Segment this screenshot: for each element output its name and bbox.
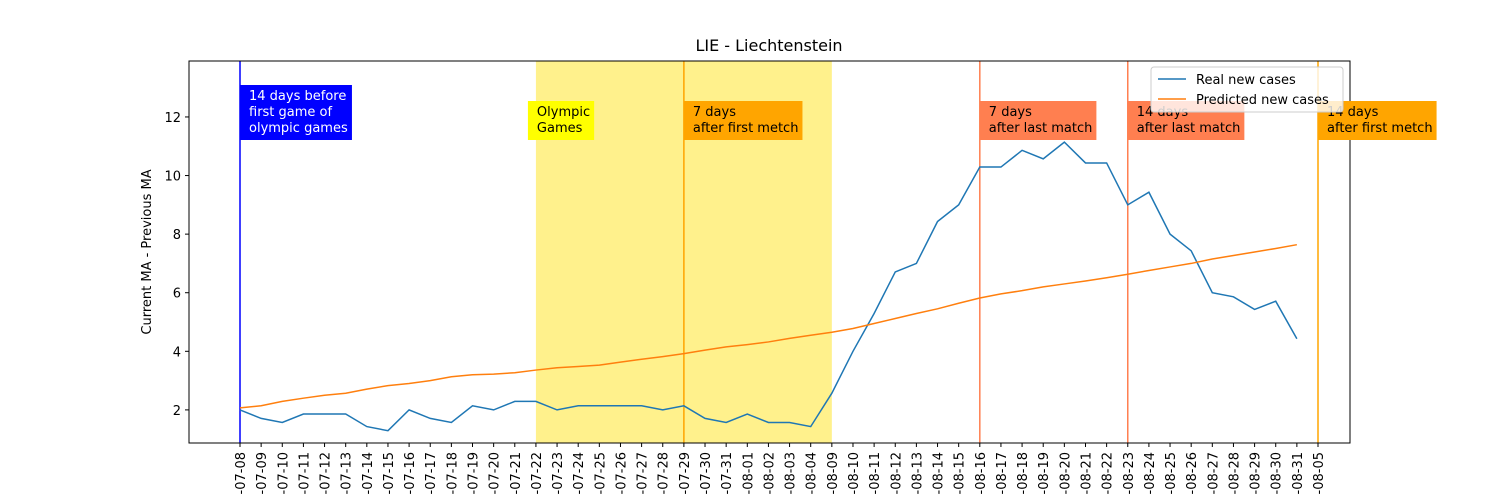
x-tick-label: -08-14 xyxy=(932,452,947,494)
x-tick-label: -08-19 xyxy=(1037,452,1052,494)
legend: Real new cases Predicted new cases xyxy=(1150,66,1344,113)
annotation-text: 7 days after last match xyxy=(989,105,1093,136)
x-tick-label: -07-22 xyxy=(530,452,545,494)
x-tick-label: -08-26 xyxy=(1185,452,1200,494)
x-tick-label: -07-30 xyxy=(699,452,714,494)
y-axis-label: Current MA - Previous MA xyxy=(140,169,155,334)
x-tick-label: -07-23 xyxy=(551,452,566,494)
x-tick-label: -08-28 xyxy=(1227,452,1242,494)
legend-label: Predicted new cases xyxy=(1196,93,1329,108)
x-tick-label: -08-02 xyxy=(762,452,777,494)
y-tick-label: 2 xyxy=(173,404,181,419)
x-tick-label: -08-18 xyxy=(1016,452,1031,494)
x-tick-label: -07-10 xyxy=(276,452,291,494)
annotation-line: after first metch xyxy=(1327,121,1433,136)
legend-label: Real new cases xyxy=(1196,73,1296,88)
annotation: Olympic Games xyxy=(527,101,595,140)
x-tick-label: -07-24 xyxy=(572,452,587,494)
legend-box xyxy=(1150,66,1344,113)
x-tick-label: -08-13 xyxy=(910,452,925,494)
annotation: 7 days after first metch xyxy=(683,101,803,140)
annotation-line: first game of xyxy=(249,105,333,120)
chart-title: LIE - Liechtenstein xyxy=(695,36,842,55)
annotation-text: 14 days before first game of olympic games xyxy=(249,89,348,136)
annotation: 14 days before first game of olympic games xyxy=(240,85,352,140)
x-tick-label: -08-03 xyxy=(784,452,799,494)
x-tick-label: -07-18 xyxy=(445,452,460,494)
annotation-line: 7 days xyxy=(693,105,736,120)
x-tick-label: -07-25 xyxy=(593,452,608,494)
annotation-line: 14 days before xyxy=(249,89,346,104)
x-tick-label: -08-29 xyxy=(1249,452,1264,494)
x-tick-label: -07-21 xyxy=(509,452,524,494)
x-tick-label: -07-27 xyxy=(636,452,651,494)
x-tick-label: -07-16 xyxy=(403,452,418,494)
annotation-box xyxy=(979,101,1097,140)
x-tick-label: -07-13 xyxy=(340,452,355,494)
annotation-line: Games xyxy=(537,121,583,136)
y-tick-label: 6 xyxy=(173,287,181,302)
x-tick-label: -08-31 xyxy=(1291,452,1306,494)
x-tick-label: -07-19 xyxy=(467,452,482,494)
x-tick-label: -08-20 xyxy=(1058,452,1073,494)
x-tick-label: -07-14 xyxy=(361,452,376,494)
annotation-box xyxy=(527,101,595,140)
x-tick-label: -08-04 xyxy=(805,452,820,494)
annotation: 7 days after last match xyxy=(979,101,1097,140)
x-tick-label: -08-23 xyxy=(1122,452,1137,494)
x-tick-label: -08-11 xyxy=(868,452,883,494)
y-tick-label: 8 xyxy=(173,228,181,243)
annotation-line: olympic games xyxy=(249,121,348,136)
x-tick-label: -07-29 xyxy=(678,452,693,494)
x-tick-label: -08-22 xyxy=(1101,452,1116,494)
x-tick-label: -08-12 xyxy=(889,452,904,494)
x-tick-label: -07-12 xyxy=(319,452,334,494)
x-tick-label: -08-25 xyxy=(1164,452,1179,494)
x-tick-label: -08-01 xyxy=(741,452,756,494)
x-tick-label: -07-11 xyxy=(297,452,312,494)
x-tick-label: -08-05 xyxy=(1312,452,1327,494)
x-tick-label: -08-17 xyxy=(995,452,1010,494)
x-tick-label: -07-28 xyxy=(657,452,672,494)
x-tick-label: -07-09 xyxy=(255,452,270,494)
x-tick-label: -08-10 xyxy=(847,452,862,494)
y-tick-label: 12 xyxy=(164,111,181,126)
x-tick-label: -08-27 xyxy=(1206,452,1221,494)
x-tick-label: -07-26 xyxy=(614,452,629,494)
x-tick-label: -08-09 xyxy=(826,452,841,494)
plot-frame xyxy=(188,60,1351,444)
y-tick-label: 10 xyxy=(164,170,181,185)
annotation-line: after last match xyxy=(1137,121,1241,136)
x-tick-label: -08-21 xyxy=(1079,452,1094,494)
x-tick-label: -08-16 xyxy=(974,452,989,494)
series-line xyxy=(239,141,1298,432)
x-tick-label: -07-15 xyxy=(382,452,397,494)
annotation-line: 7 days xyxy=(989,105,1032,120)
annotation-text: 7 days after first metch xyxy=(693,105,799,136)
annotation-line: after first metch xyxy=(693,121,799,136)
x-tick-label: -08-24 xyxy=(1143,452,1158,494)
x-tick-label: -08-30 xyxy=(1270,452,1285,494)
annotation-text: Olympic Games xyxy=(537,105,590,136)
annotation-box xyxy=(240,85,352,140)
y-tick-label: 4 xyxy=(173,345,181,360)
x-tick-label: -07-31 xyxy=(720,452,735,494)
annotation-box xyxy=(683,101,803,140)
x-tick-label: -08-15 xyxy=(953,452,968,494)
annotation-line: after last match xyxy=(989,121,1093,136)
x-tick-label: -07-08 xyxy=(234,452,249,494)
series-line xyxy=(239,243,1297,409)
annotation-line: Olympic xyxy=(537,105,590,120)
x-tick-label: -07-20 xyxy=(488,452,503,494)
x-tick-label: -07-17 xyxy=(424,452,439,494)
